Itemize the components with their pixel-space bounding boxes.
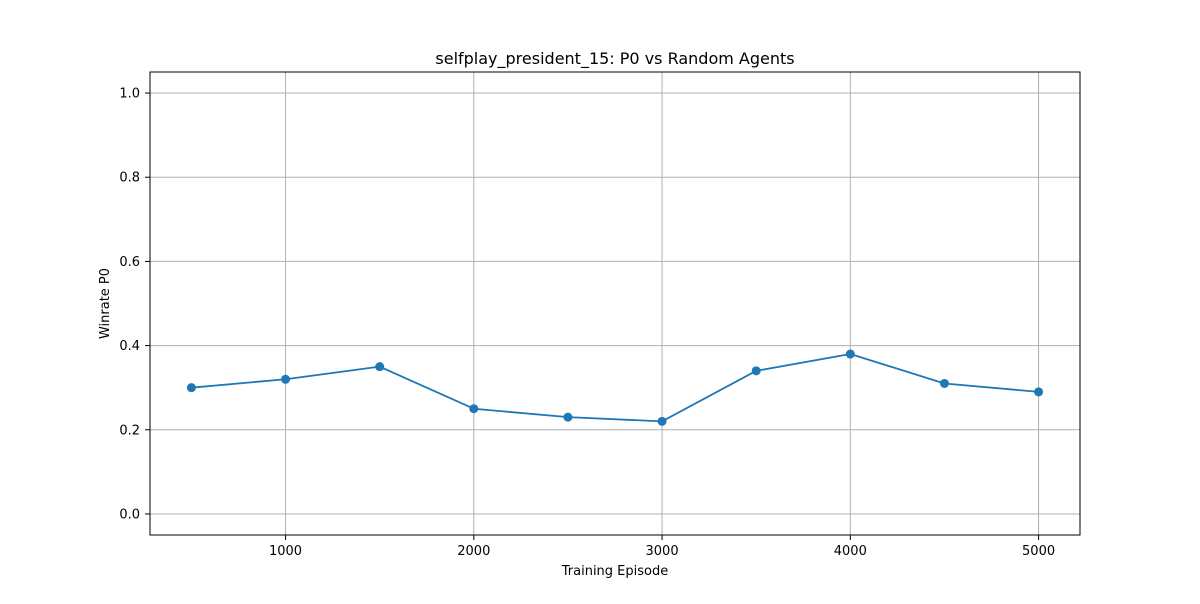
y-tick-label: 0.6 [119, 255, 140, 270]
axes-frame [149, 71, 1081, 536]
data-point [751, 366, 761, 376]
x-tick-label: 1000 [269, 544, 302, 559]
data-point [375, 362, 385, 372]
series-line [191, 353, 1039, 423]
x-tick-label: 2000 [457, 544, 490, 559]
x-tick-label: 5000 [1022, 544, 1055, 559]
data-point [657, 416, 667, 426]
series-layer [186, 349, 1044, 426]
data-point [845, 349, 855, 359]
y-tick-label: 0.0 [119, 507, 140, 522]
grid-layer [150, 72, 1080, 535]
y-tick-label: 0.4 [119, 339, 140, 354]
data-point [469, 404, 479, 414]
data-point [1034, 387, 1044, 397]
y-tick-label: 1.0 [119, 87, 140, 102]
y-tick-label: 0.8 [119, 171, 140, 186]
y-tick-label: 0.2 [119, 423, 140, 438]
chart-title: selfplay_president_15: P0 vs Random Agen… [435, 49, 794, 69]
data-point [563, 412, 573, 422]
x-axis-label: Training Episode [561, 564, 668, 579]
x-tick-label: 3000 [646, 544, 679, 559]
x-tick-label: 4000 [834, 544, 867, 559]
data-point [186, 383, 196, 393]
tick-layer: 1000 2000 3000 4000 5000 0.0 0.2 0.4 0.6 0.8 1.0 [119, 87, 1055, 559]
data-point [939, 378, 949, 388]
y-axis-label: Winrate P0 [98, 268, 113, 339]
data-point [281, 374, 291, 384]
